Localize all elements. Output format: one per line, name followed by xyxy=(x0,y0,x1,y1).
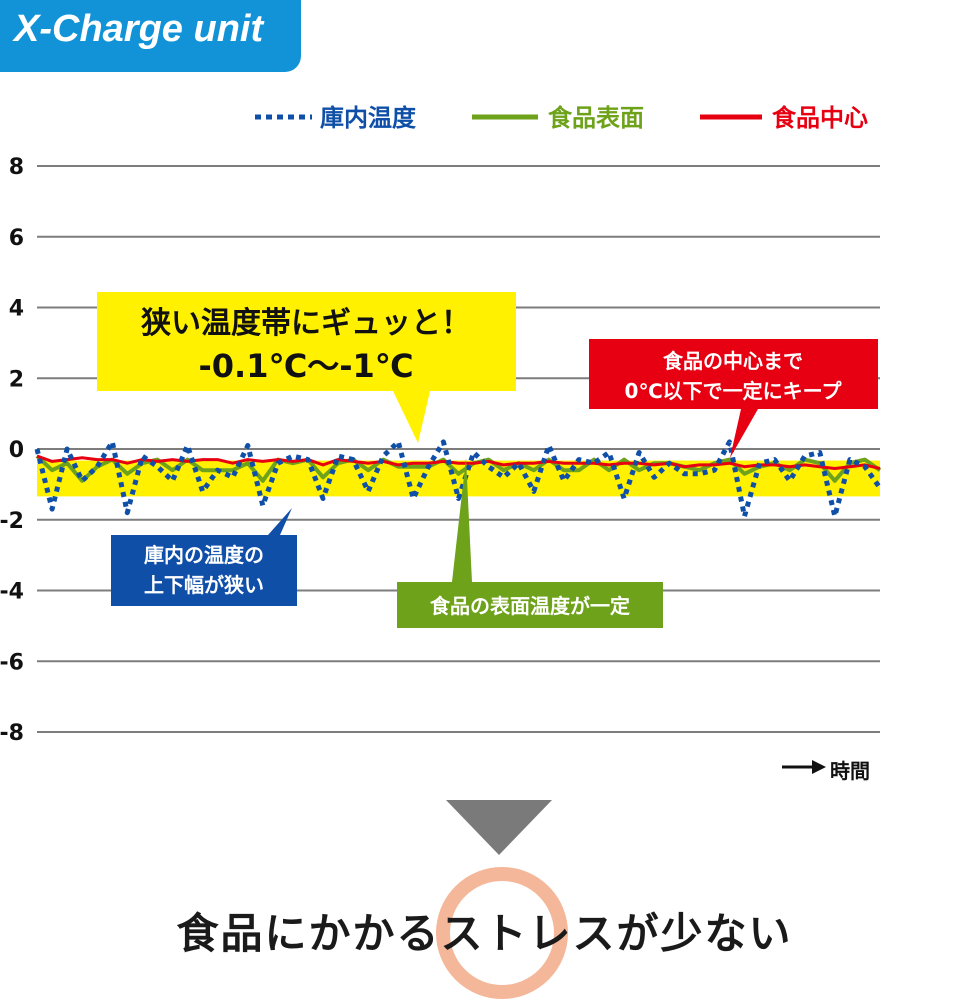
callout-blue-line2: 上下幅が狭い xyxy=(144,573,264,597)
callout-blue-shape xyxy=(111,508,297,606)
callout-red-line2: 0℃以下で一定にキープ xyxy=(625,379,843,403)
y-tick-label: -2 xyxy=(0,509,24,534)
y-tick-label: -8 xyxy=(0,721,24,746)
callout-yellow-line1: 狭い温度帯にギュッと！ xyxy=(140,306,471,341)
badge-title: X-Charge unit xyxy=(14,8,264,50)
bottom-message: 食品にかかるストレスが少ない xyxy=(176,909,793,958)
callout-yellow: 狭い温度帯にギュッと！ -0.1℃～-1℃ xyxy=(97,292,516,443)
grid xyxy=(37,165,880,733)
time-arrow xyxy=(782,760,826,774)
legend-label-surface: 食品表面 xyxy=(548,104,644,132)
callout-blue: 庫内の温度の 上下幅が狭い xyxy=(111,508,297,606)
callout-green-shape xyxy=(397,458,663,628)
callout-yellow-shape xyxy=(97,292,516,443)
title-badge: X-Charge unit xyxy=(0,0,301,72)
y-tick-label: 6 xyxy=(9,226,24,251)
y-tick-label: -6 xyxy=(0,650,24,675)
time-arrow-head xyxy=(812,760,826,774)
callout-green-line1: 食品の表面温度が一定 xyxy=(430,594,630,618)
x-axis-label: 時間 xyxy=(830,759,870,783)
series-line-chamber xyxy=(34,439,883,519)
legend-label-chamber: 庫内温度 xyxy=(320,104,417,132)
y-tick-labels: 8 6 4 2 0 -2 -4 -6 -8 xyxy=(0,155,24,746)
series-lines xyxy=(34,439,883,519)
y-tick-label: 0 xyxy=(9,438,24,463)
y-tick-label: 8 xyxy=(9,155,24,180)
legend-label-core: 食品中心 xyxy=(772,104,868,132)
callout-yellow-line2: -0.1℃～-1℃ xyxy=(198,347,413,385)
y-tick-label: -4 xyxy=(0,580,24,605)
callout-blue-line1: 庫内の温度の xyxy=(144,543,264,567)
series-line-core xyxy=(36,454,881,470)
callout-green: 食品の表面温度が一定 xyxy=(397,458,663,628)
legend: 庫内温度 食品表面 食品中心 xyxy=(255,104,868,132)
callout-red-shape xyxy=(589,339,878,458)
callout-red-line1: 食品の中心まで xyxy=(663,349,803,373)
temperature-chart: 庫内温度 食品表面 食品中心 8 6 4 2 0 -2 -4 -6 -8 狭い温度帯にギュッと！… xyxy=(0,104,883,774)
y-tick-label: 4 xyxy=(9,297,24,322)
y-tick-label: 2 xyxy=(9,367,24,392)
callout-red: 食品の中心まで 0℃以下で一定にキープ xyxy=(589,339,878,458)
down-arrow-icon xyxy=(446,800,552,855)
